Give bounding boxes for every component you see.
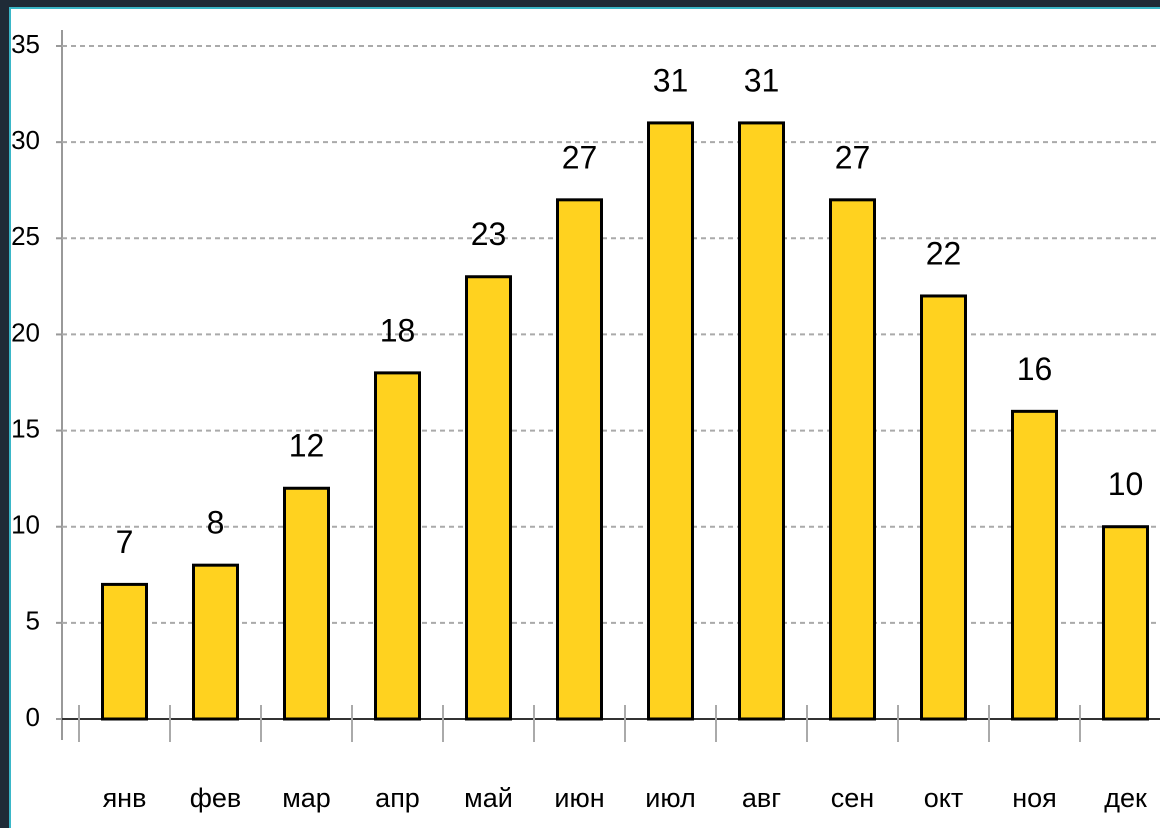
value-label: 16 xyxy=(1017,351,1053,387)
y-tick-label: 15 xyxy=(11,413,40,443)
value-label: 27 xyxy=(835,139,871,175)
y-tick-label: 20 xyxy=(11,317,40,347)
value-label: 31 xyxy=(653,62,689,98)
value-label: 8 xyxy=(207,505,225,541)
x-tick-label: сен xyxy=(831,783,874,813)
bar xyxy=(829,198,876,721)
x-tick-label: июн xyxy=(554,783,604,813)
value-label: 27 xyxy=(562,139,598,175)
value-label: 12 xyxy=(289,428,325,464)
bar xyxy=(1102,525,1149,721)
bar xyxy=(374,371,421,721)
value-label: 22 xyxy=(926,235,962,271)
x-tick-label: апр xyxy=(375,783,420,813)
y-tick-label: 0 xyxy=(26,702,40,732)
value-label: 23 xyxy=(471,216,507,252)
x-tick-label: авг xyxy=(742,783,781,813)
bar xyxy=(283,486,330,721)
y-tick-label: 10 xyxy=(11,510,40,540)
bar xyxy=(1011,409,1058,721)
bar xyxy=(920,294,967,721)
value-label: 18 xyxy=(380,312,416,348)
x-tick-label: июл xyxy=(645,783,696,813)
x-tick-label: окт xyxy=(924,783,964,813)
y-tick-label: 5 xyxy=(26,606,40,636)
y-tick-label: 25 xyxy=(11,221,40,251)
bar xyxy=(556,198,603,721)
x-tick-label: ноя xyxy=(1012,783,1057,813)
x-tick-label: мар xyxy=(282,783,331,813)
bar xyxy=(465,275,512,721)
bar xyxy=(738,121,785,721)
value-label: 31 xyxy=(744,62,780,98)
x-tick-label: май xyxy=(464,783,513,813)
x-tick-label: дек xyxy=(1104,783,1147,813)
bar xyxy=(101,582,148,721)
x-tick-label: янв xyxy=(103,783,147,813)
y-tick-label: 35 xyxy=(11,29,40,59)
value-label: 10 xyxy=(1108,466,1144,502)
y-tick-label: 30 xyxy=(11,125,40,155)
bar xyxy=(192,563,239,721)
value-label: 7 xyxy=(116,524,134,560)
x-tick-label: фев xyxy=(190,783,242,813)
bar xyxy=(647,121,694,721)
